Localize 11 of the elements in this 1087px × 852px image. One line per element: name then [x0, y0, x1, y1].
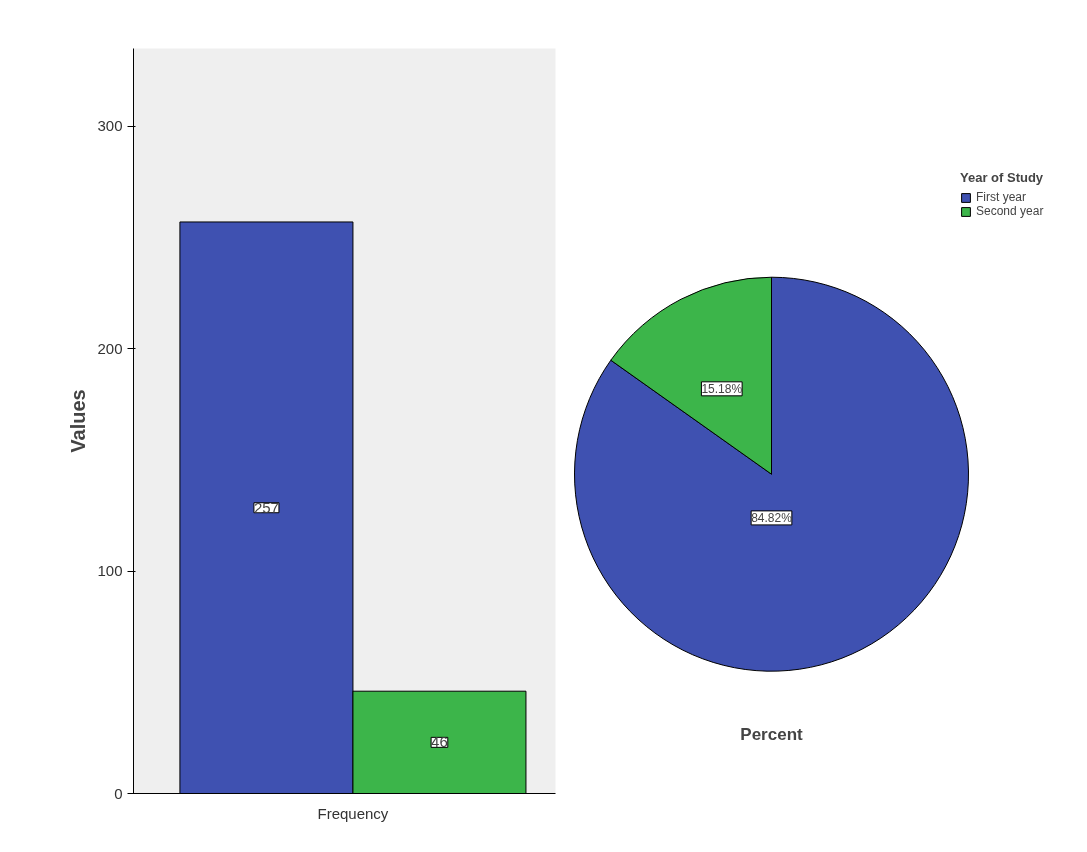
y-tick-label: 300 [97, 117, 123, 135]
y-tick-label: 0 [114, 784, 123, 802]
text: Percent [740, 724, 804, 744]
legend-label: First year [976, 190, 1027, 204]
data-label: 15.18% [701, 381, 743, 396]
x-tick-label: Frequency [317, 804, 389, 822]
legend-title: Year of Study [960, 170, 1044, 185]
y-tick-label: 100 [97, 562, 123, 580]
legend-label: Second year [976, 204, 1044, 218]
y-tick-label: 200 [97, 339, 123, 357]
y-axis-title: Values [67, 389, 90, 453]
